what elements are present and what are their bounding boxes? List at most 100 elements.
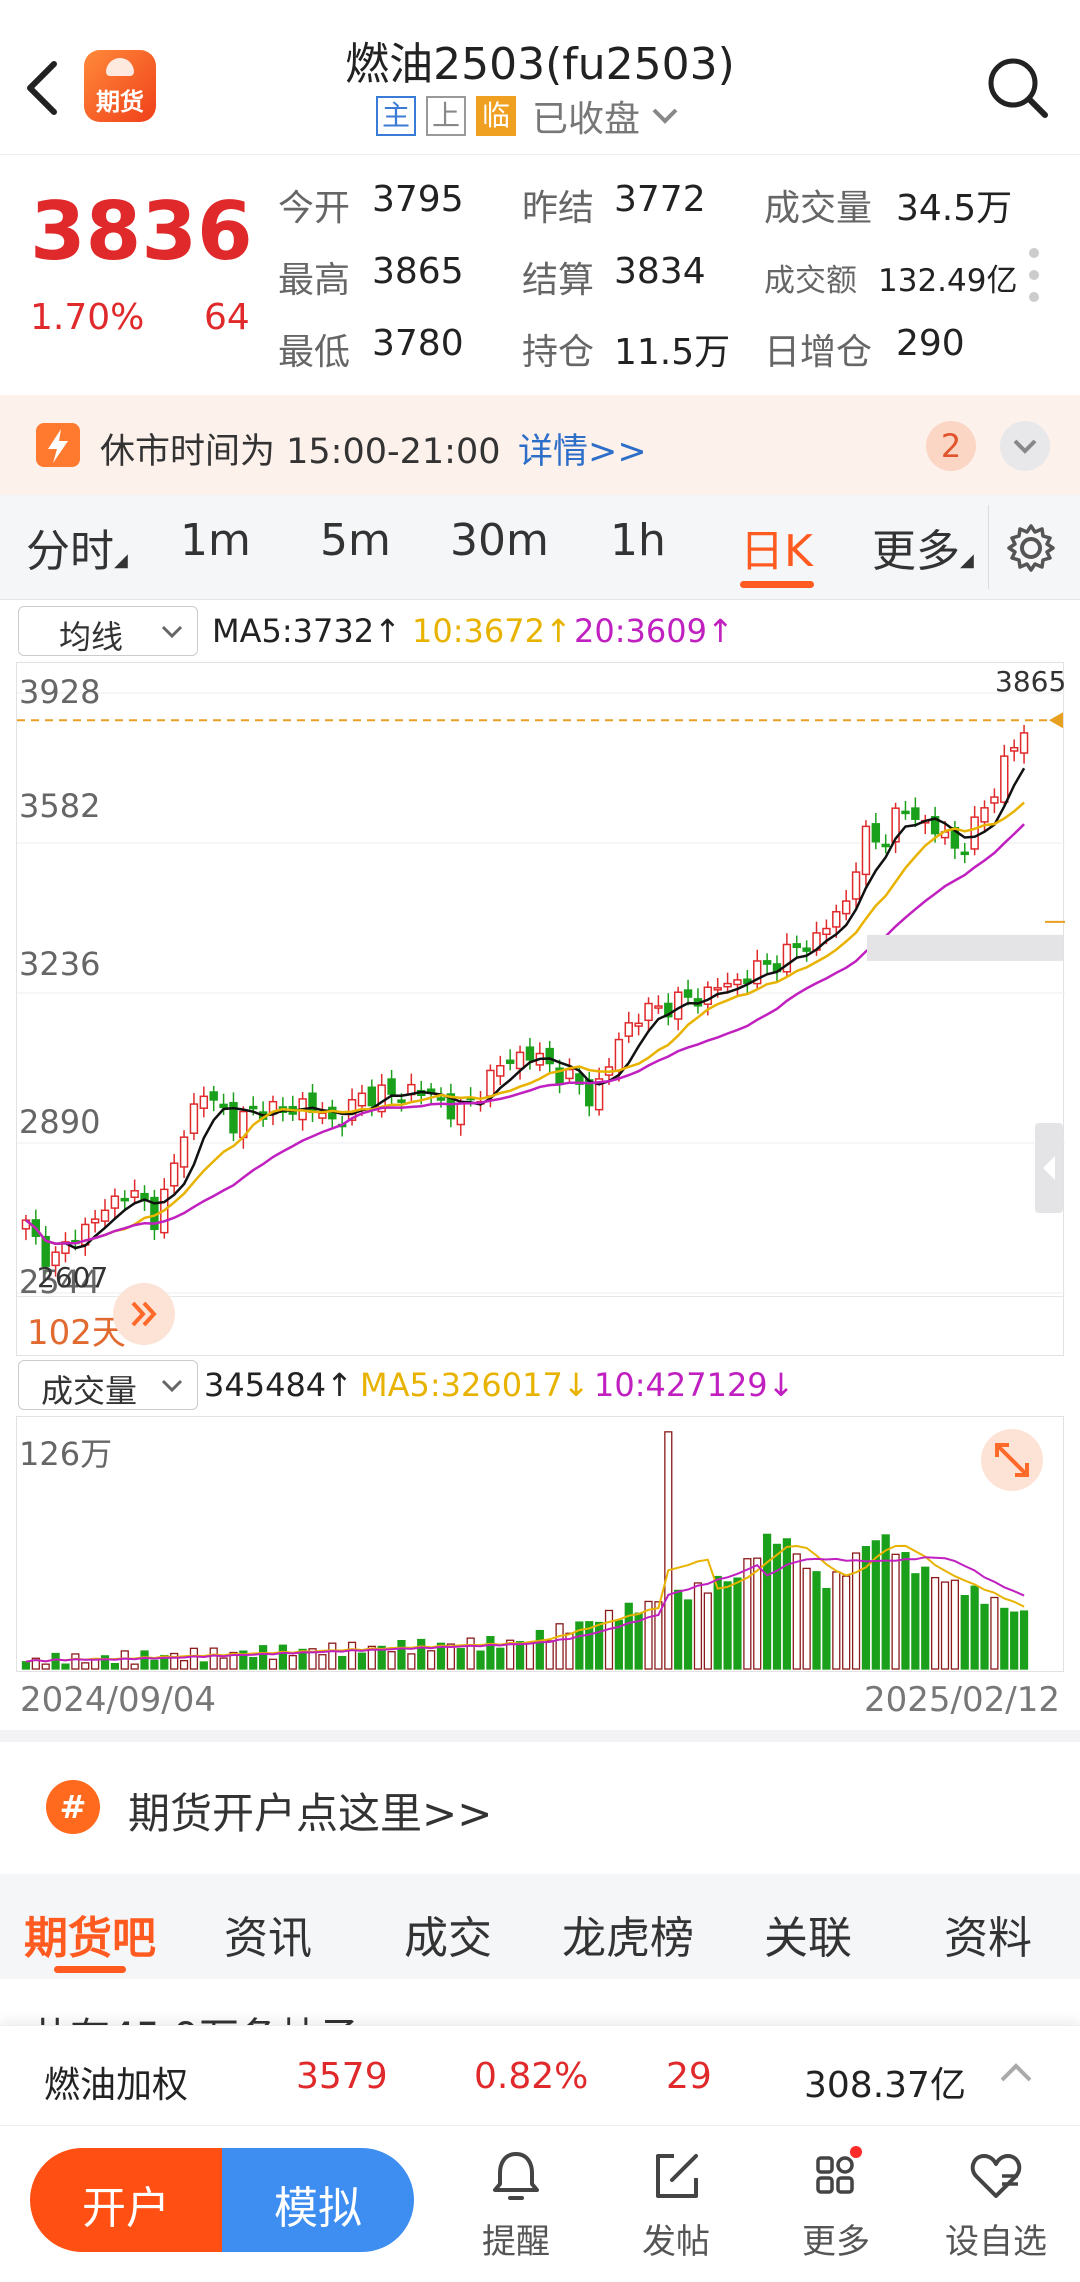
volume-bar bbox=[515, 1641, 525, 1670]
candle-body bbox=[792, 943, 801, 949]
candle-body bbox=[318, 1112, 327, 1119]
ma-selector[interactable]: 均线 bbox=[18, 606, 198, 656]
volume-bar bbox=[298, 1648, 307, 1670]
candle-body bbox=[565, 1068, 574, 1080]
lightning-icon bbox=[36, 423, 80, 467]
tab-30m[interactable]: 30m bbox=[450, 515, 549, 566]
simulate-trading-button[interactable]: 模拟 bbox=[222, 2148, 414, 2252]
tab-1m[interactable]: 1m bbox=[180, 515, 251, 566]
notice-expand-button[interactable] bbox=[1000, 421, 1050, 471]
bell-icon bbox=[493, 2152, 539, 2200]
side-panel-handle[interactable] bbox=[1035, 1123, 1063, 1213]
market-status[interactable]: 已收盘 bbox=[532, 99, 641, 140]
volume-bar bbox=[110, 1662, 119, 1670]
volume-bar bbox=[792, 1553, 801, 1670]
app-header: 期货 燃油2503(fu2503) 主 上 临 已收盘 bbox=[0, 0, 1080, 155]
candle-body bbox=[367, 1086, 377, 1107]
tab-1h[interactable]: 1h bbox=[610, 515, 666, 566]
low-marker-label: 2607 bbox=[37, 1261, 109, 1294]
volume-bar bbox=[1000, 1607, 1009, 1670]
open-account-button[interactable]: 开户 bbox=[30, 2148, 222, 2252]
candle-body bbox=[397, 1099, 406, 1103]
tab-5m[interactable]: 5m bbox=[320, 515, 391, 566]
ticker-price: 3579 bbox=[296, 2056, 388, 2097]
candle-body bbox=[189, 1103, 199, 1134]
change-value: 64 bbox=[204, 297, 250, 338]
volume-bar bbox=[743, 1558, 752, 1670]
volume-bar bbox=[81, 1662, 90, 1670]
tab-news[interactable]: 资讯 bbox=[224, 1913, 312, 1964]
volume-ma10-line bbox=[25, 1556, 1025, 1663]
candle-body bbox=[802, 947, 811, 952]
volume-bar bbox=[268, 1658, 278, 1670]
candle-body bbox=[505, 1059, 515, 1064]
candle-body bbox=[782, 943, 792, 973]
volume-bar bbox=[644, 1600, 653, 1670]
ma10-value: 10:3672↑ bbox=[412, 612, 572, 650]
back-arrow-icon[interactable] bbox=[22, 58, 62, 118]
tab-forum[interactable]: 期货吧 bbox=[24, 1913, 156, 1964]
tab-intraday[interactable]: 分时◢ bbox=[26, 526, 128, 577]
ma20-line bbox=[25, 823, 1025, 1245]
weighted-index-bar[interactable]: 燃油加权 3579 0.82% 29 308.37亿 bbox=[0, 2025, 1080, 2125]
volume-bar bbox=[506, 1639, 515, 1670]
volume-bar bbox=[446, 1643, 455, 1670]
volume-indicator-selector[interactable]: 成交量 bbox=[18, 1360, 198, 1410]
notice-count-badge[interactable]: 2 bbox=[926, 421, 976, 471]
tab-daily-k[interactable]: 日K bbox=[740, 526, 813, 577]
chevron-down-icon bbox=[1013, 439, 1037, 454]
active-content-tab-indicator bbox=[54, 1966, 126, 1973]
volume-bar bbox=[150, 1659, 159, 1670]
y-tick-top: 3928 bbox=[19, 673, 101, 711]
volume-bar bbox=[31, 1657, 40, 1670]
volume-bar bbox=[288, 1654, 297, 1670]
kline-chart[interactable]: 3928 3582 3236 2890 2544 3865 2607 102天 bbox=[16, 662, 1066, 1356]
chevron-up-icon[interactable] bbox=[996, 2058, 1036, 2088]
market-notice[interactable]: 休市时间为 15:00-21:00 详情>> 2 bbox=[0, 395, 1080, 495]
volume-bar bbox=[664, 1431, 673, 1670]
nav-add-watchlist[interactable]: 设自选 bbox=[936, 2146, 1056, 2263]
open-interest-value: 11.5万 bbox=[614, 332, 731, 373]
tab-profile[interactable]: 资料 bbox=[944, 1913, 1032, 1964]
volume-bar bbox=[229, 1651, 238, 1670]
tab-more[interactable]: 更多◢ bbox=[872, 526, 974, 577]
edit-icon bbox=[656, 2154, 698, 2198]
volume-bar bbox=[308, 1648, 317, 1670]
candle-body bbox=[1000, 755, 1009, 803]
volume-bar bbox=[970, 1585, 979, 1670]
open-account-promo[interactable]: # 期货开户点这里>> bbox=[0, 1742, 1080, 1874]
y-tick-2: 3582 bbox=[19, 787, 101, 825]
volume-bar bbox=[456, 1648, 465, 1670]
chevron-down-icon[interactable] bbox=[650, 104, 680, 128]
tab-leaderboard[interactable]: 龙虎榜 bbox=[562, 1913, 694, 1964]
nav-alert[interactable]: 提醒 bbox=[456, 2146, 576, 2263]
low-value: 3780 bbox=[372, 323, 464, 364]
nav-post[interactable]: 发帖 bbox=[616, 2146, 736, 2263]
expand-range-button[interactable] bbox=[113, 1283, 175, 1345]
more-vertical-icon[interactable] bbox=[1026, 245, 1042, 305]
volume-bar bbox=[476, 1650, 485, 1670]
candle-body bbox=[634, 1022, 643, 1027]
candle-body bbox=[614, 1038, 624, 1072]
volume-chart[interactable]: 126万 bbox=[16, 1416, 1064, 1672]
notice-detail-link[interactable]: 详情>> bbox=[518, 432, 647, 472]
open-label: 今开 bbox=[278, 188, 351, 229]
fullscreen-button[interactable] bbox=[981, 1429, 1043, 1491]
candle-body bbox=[871, 823, 881, 843]
volume-bar bbox=[851, 1552, 861, 1670]
settings-gear-icon[interactable] bbox=[1006, 523, 1056, 573]
volume-bar bbox=[693, 1582, 703, 1670]
volume-canvas bbox=[21, 1431, 1029, 1670]
volume-bar bbox=[486, 1636, 495, 1670]
volume-bar bbox=[61, 1663, 70, 1670]
volume-bar bbox=[170, 1652, 179, 1670]
badge-shanghai: 上 bbox=[426, 96, 466, 136]
settle-label: 结算 bbox=[522, 260, 595, 301]
tab-trades[interactable]: 成交 bbox=[404, 1913, 492, 1964]
volume-bar bbox=[990, 1596, 999, 1670]
volume-bar bbox=[71, 1653, 80, 1670]
volume-bar bbox=[802, 1567, 811, 1670]
tab-related[interactable]: 关联 bbox=[764, 1913, 852, 1964]
nav-more[interactable]: 更多 bbox=[776, 2146, 896, 2263]
search-icon[interactable] bbox=[985, 55, 1049, 119]
